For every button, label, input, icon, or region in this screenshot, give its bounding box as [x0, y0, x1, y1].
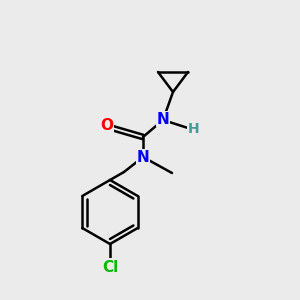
Text: Cl: Cl [102, 260, 118, 275]
Text: N: N [136, 149, 149, 164]
Text: H: H [188, 122, 200, 136]
Text: O: O [100, 118, 113, 134]
Text: N: N [157, 112, 169, 127]
